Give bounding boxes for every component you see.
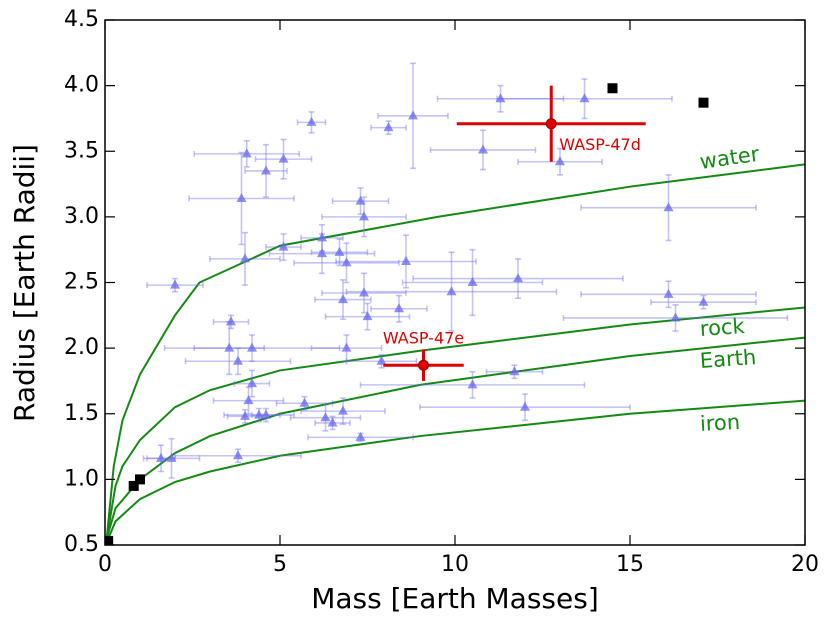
data-point — [383, 122, 394, 132]
data-point — [359, 287, 369, 297]
model-curve — [105, 336, 805, 539]
data-point — [376, 355, 387, 365]
data-point — [670, 312, 681, 322]
plot-frame — [104, 19, 806, 546]
data-point — [334, 246, 345, 256]
data-point — [243, 395, 254, 405]
data-point — [261, 165, 271, 175]
data-point — [495, 93, 506, 103]
data-point — [520, 401, 530, 411]
y-tick-label: 0.5 — [64, 532, 99, 557]
data-point — [306, 116, 317, 126]
data-point — [663, 288, 674, 298]
data-point — [299, 397, 310, 407]
data-point — [226, 316, 236, 326]
data-point — [135, 474, 145, 485]
data-point — [401, 256, 411, 265]
y-tick-label: 1.0 — [64, 466, 99, 491]
data-point — [509, 366, 520, 376]
model-curve — [105, 306, 805, 539]
x-tick-label: 0 — [98, 552, 112, 577]
curve-label: Earth — [699, 345, 757, 373]
data-point — [247, 342, 257, 352]
y-tick-label: 4.0 — [64, 73, 99, 98]
data-point — [579, 93, 590, 103]
data-point — [241, 148, 252, 158]
data-point — [320, 412, 331, 422]
data-point — [359, 211, 369, 221]
x-tick-label: 5 — [273, 552, 287, 577]
data-point — [408, 110, 418, 120]
x-axis-label: Mass [Earth Masses] — [311, 582, 599, 615]
curve-label: water — [698, 142, 761, 174]
data-point — [338, 405, 348, 415]
data-point — [166, 452, 177, 462]
curve-label: iron — [699, 410, 740, 436]
data-point — [338, 294, 348, 304]
data-point — [698, 97, 709, 108]
x-tick-label: 15 — [616, 552, 644, 577]
data-point — [467, 277, 478, 286]
y-tick-label: 4.5 — [64, 7, 99, 32]
data-point — [362, 311, 373, 321]
point-label: WASP-47d — [559, 135, 641, 154]
data-point — [545, 118, 557, 130]
data-point — [170, 279, 180, 289]
data-point — [236, 193, 247, 202]
data-point — [233, 450, 243, 460]
data-point — [513, 273, 523, 283]
data-point — [224, 342, 235, 352]
x-tick-label: 10 — [441, 552, 469, 577]
data-point — [156, 452, 166, 462]
data-point — [355, 195, 366, 205]
y-tick-label: 1.5 — [64, 401, 99, 426]
data-point — [278, 241, 289, 251]
data-point — [254, 409, 264, 419]
data-point — [341, 257, 352, 267]
x-tick-label: 20 — [791, 552, 819, 577]
data-point — [261, 409, 271, 419]
data-point — [327, 417, 338, 427]
data-point — [247, 378, 257, 388]
curve-label: rock — [699, 314, 746, 341]
y-tick-label: 2.0 — [64, 335, 99, 360]
data-point — [446, 286, 457, 296]
data-point — [240, 410, 250, 420]
data-point — [240, 253, 250, 263]
plot-area — [105, 62, 805, 545]
data-point — [663, 202, 674, 212]
model-curve — [105, 399, 805, 543]
y-tick-label: 3.0 — [64, 204, 99, 229]
data-point — [341, 342, 352, 352]
data-point — [394, 303, 404, 313]
data-point — [233, 355, 243, 365]
data-point — [467, 379, 478, 389]
data-point — [418, 359, 429, 371]
data-point — [278, 153, 289, 163]
data-point — [128, 480, 139, 491]
data-point — [607, 83, 618, 94]
point-label: WASP-47e — [383, 329, 464, 348]
data-point — [555, 156, 565, 166]
y-axis-label: Radius [Earth Radii] — [8, 144, 41, 422]
data-point — [105, 536, 114, 545]
data-point — [317, 248, 327, 258]
data-point — [317, 232, 327, 242]
data-point — [355, 431, 366, 441]
model-curve — [105, 163, 805, 539]
data-point — [478, 144, 488, 154]
y-tick-label: 3.5 — [64, 138, 99, 163]
data-point — [698, 296, 709, 306]
y-tick-label: 2.5 — [64, 270, 99, 295]
